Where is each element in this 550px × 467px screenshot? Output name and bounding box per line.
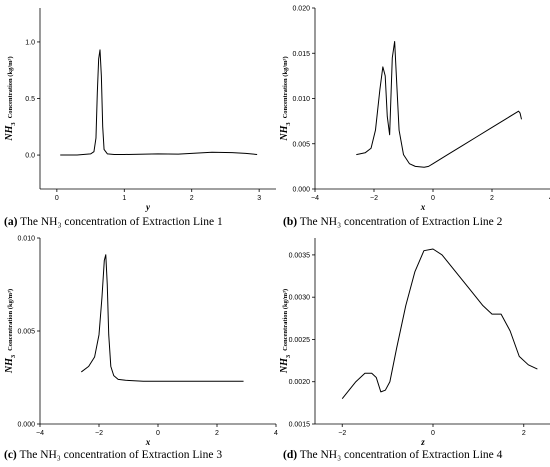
chart-c-series-line xyxy=(80,254,244,382)
chart-d-x-label: z xyxy=(420,437,425,447)
chart-b-x-tick-label: 0 xyxy=(431,195,435,202)
chart-d-y-tick-label: 0.0035 xyxy=(289,252,311,259)
chart-b-svg: −4−20240.0000.0050.0100.0150.020xNH3Conc… xyxy=(279,6,550,212)
caption-d-text: The NH₃ concentration of Extraction Line… xyxy=(299,449,503,461)
chart-c-svg: −4 −2 0 2 4 0.000 0.005 0.010 x NH3 Concentration … xyxy=(4,236,278,448)
chart-d-y-tick-label: 0.0020 xyxy=(289,379,311,386)
chart-a-series-line xyxy=(60,49,258,156)
chart-d-y-tick-label: 0.0025 xyxy=(289,337,311,344)
chart-panel-b: −4−20240.0000.0050.0100.0150.020xNH3Conc… xyxy=(275,0,550,230)
chart-d-y-label: NH3 Concentration (kg/m³) xyxy=(279,289,292,374)
caption-a-text: The NH₃ concentration of Extraction Line… xyxy=(20,216,223,228)
chart-b-y-tick-label: 0.000 xyxy=(292,187,310,194)
chart-b-y-label: NH3 Concentration (kg/m³) xyxy=(279,56,292,141)
chart-a-x-tick-label: 0 xyxy=(55,195,59,202)
chart-a-y-label: NH3 Concentration (kg/m³) xyxy=(4,56,17,141)
chart-d-y-label-sub: 3 xyxy=(285,354,292,358)
chart-b-x-tick-label: 2 xyxy=(490,195,494,202)
chart-panel-a: 0 1 2 3 0.0 0.5 1.0 y NH3Concentration (kg/m³) xyxy=(0,0,276,230)
chart-a-y-tick-label: 0.0 xyxy=(25,153,35,160)
caption-a: (a) The NH₃ concentration of Extraction … xyxy=(4,216,223,228)
chart-d-svg: −2 0 2 0.0015 0.0020 0.0025 0.0030 0.0035 z NH3 Co… xyxy=(279,238,550,447)
chart-panel-d: −2 0 2 0.0015 0.0020 0.0025 0.0030 0.0035 z NH3 Co… xyxy=(275,233,550,453)
chart-b-x-label: x xyxy=(420,202,426,212)
caption-b-letter: (b) xyxy=(283,216,298,228)
chart-c-y-tick-label: 0.010 xyxy=(17,236,35,243)
chart-c-x-tick-label: −4 xyxy=(36,430,44,437)
chart-c-x-tick-label: 0 xyxy=(156,430,160,437)
chart-a-x-tick-label: 1 xyxy=(122,195,126,202)
chart-b-y-tick-label: 0.005 xyxy=(292,141,310,148)
chart-b-y-tick-label: 0.020 xyxy=(292,6,310,13)
chart-c-x-tick-label: 2 xyxy=(215,430,219,437)
chart-b-y-tick-label: 0.010 xyxy=(292,96,310,103)
chart-d-y-label-main: NH xyxy=(279,357,290,374)
chart-a-y-label-unit: Concentration (kg/m³) xyxy=(7,56,14,118)
chart-a-y-tick-label: 0.5 xyxy=(25,96,35,103)
chart-c-x-label: x xyxy=(145,437,151,447)
chart-panel-c: −4 −2 0 2 4 0.000 0.005 0.010 x NH3 Concentration … xyxy=(0,233,278,453)
chart-c-y-label-unit: Concentration (kg/m³) xyxy=(7,289,14,351)
chart-d-x-tick-label: 2 xyxy=(522,430,526,437)
chart-a-y-label-sub: 3 xyxy=(10,122,17,126)
chart-a-x-tick-label: 2 xyxy=(190,195,194,202)
caption-d-letter: (d) xyxy=(283,449,298,461)
caption-d: (d) The NH₃ concentration of Extraction … xyxy=(283,449,502,461)
chart-d-y-tick-label: 0.0030 xyxy=(289,295,311,302)
chart-d-y-label-unit: Concentration (kg/m³) xyxy=(282,289,289,351)
chart-c-y-tick-label: 0.005 xyxy=(17,329,35,336)
caption-c: (c) The NH₃ concentration of Extraction … xyxy=(4,449,222,461)
caption-b-text: The NH₃ concentration of Extraction Line… xyxy=(299,216,503,228)
chart-b-y-label-sub: 3 xyxy=(285,122,292,126)
caption-c-letter: (c) xyxy=(4,449,17,461)
chart-c-y-label: NH3 Concentration (kg/m³) xyxy=(4,289,17,374)
chart-c-y-label-main: NH xyxy=(4,357,15,374)
chart-a-y-label-main: NH xyxy=(4,124,15,141)
chart-c-x-tick-label: 4 xyxy=(274,430,278,437)
chart-a-x-label: y xyxy=(145,202,151,212)
chart-a-x-tick-label: 3 xyxy=(257,195,261,202)
caption-a-letter: (a) xyxy=(4,216,18,228)
chart-b-x-tick-label: −4 xyxy=(311,195,319,202)
chart-d-y-tick-label: 0.0015 xyxy=(289,422,311,429)
chart-d-series-line xyxy=(341,248,538,399)
chart-b-y-tick-label: 0.015 xyxy=(292,51,310,58)
chart-a-y-tick-label: 1.0 xyxy=(25,39,35,46)
chart-d-x-tick-label: −2 xyxy=(338,430,346,437)
chart-b-y-label-main: NH xyxy=(279,124,290,141)
caption-c-text: The NH₃ concentration of Extraction Line… xyxy=(19,449,223,461)
chart-d-x-tick-label: 0 xyxy=(431,430,435,437)
chart-b-y-label-unit: Concentration (kg/m³) xyxy=(282,56,289,118)
caption-b: (b) The NH₃ concentration of Extraction … xyxy=(283,216,502,228)
chart-c-y-tick-label: 0.000 xyxy=(17,422,35,429)
chart-c-x-tick-label: −2 xyxy=(95,430,103,437)
chart-c-y-label-sub: 3 xyxy=(10,354,17,358)
chart-b-x-tick-label: −2 xyxy=(370,195,378,202)
chart-b-series-line xyxy=(356,40,522,168)
